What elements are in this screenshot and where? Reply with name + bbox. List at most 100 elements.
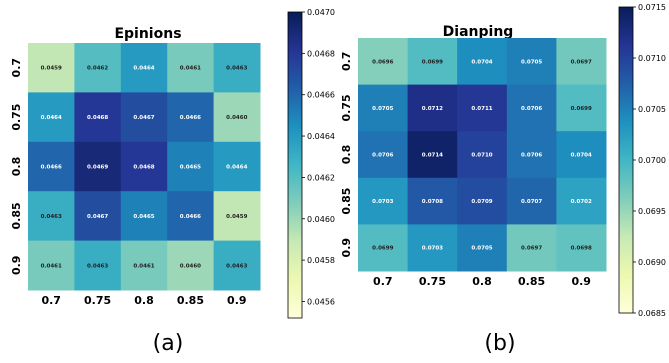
chart-title: Dianping — [443, 24, 514, 40]
heatmap-cell — [167, 141, 215, 192]
heatmap-cell — [213, 240, 261, 291]
colorbar-tick-label: 0.0466 — [307, 91, 335, 100]
x-tick-label: 0.7 — [373, 275, 393, 288]
heatmap-cell — [28, 141, 75, 192]
chart-title: Epinions — [114, 26, 181, 42]
colorbar-tick-label: 0.0710 — [638, 54, 666, 63]
colorbar: 0.0715 0.0710 0.0705 0.0700 0.0695 0.0690 0.06… — [618, 3, 666, 318]
heatmap-cells — [358, 38, 607, 272]
cell-value-label: 0.0468 — [87, 115, 108, 121]
x-tick-label: 0.8 — [134, 294, 154, 307]
heatmap-cell — [28, 240, 75, 291]
colorbar-tick-label: 0.0695 — [638, 207, 666, 216]
heatmap-cell — [556, 224, 607, 272]
cell-value-label: 0.0465 — [180, 165, 201, 171]
heatmap-cell — [120, 92, 168, 143]
cell-value-label: 0.0464 — [41, 115, 62, 121]
heatmap-cell — [213, 141, 261, 192]
heatmap-cell — [556, 131, 607, 179]
heatmap-cell — [28, 191, 75, 242]
x-tick-labels: 0.7 0.75 0.8 0.85 0.9 — [41, 294, 246, 307]
x-tick-label: 0.9 — [227, 294, 247, 307]
cell-value-label: 0.0460 — [226, 115, 247, 121]
heatmap-cell — [506, 177, 557, 225]
heatmap-cell — [457, 224, 508, 272]
cell-value-label: 0.0460 — [180, 263, 201, 269]
heatmap-cell — [120, 43, 168, 93]
heatmap-cell — [120, 240, 168, 291]
heatmap-cell — [120, 191, 168, 242]
colorbar-tick-label: 0.0690 — [638, 258, 666, 267]
heatmap-cell — [457, 131, 508, 179]
colorbar: 0.0470 0.0468 0.0466 0.0464 0.0462 0.0460 0.04… — [287, 8, 335, 319]
heatmap-cell — [407, 177, 458, 225]
cell-value-label: 0.0704 — [471, 59, 492, 65]
colorbar-tick-label: 0.0460 — [307, 215, 335, 224]
y-tick-label: 0.85 — [340, 188, 353, 215]
y-tick-label: 0.9 — [10, 256, 23, 276]
cell-value-label: 0.0697 — [521, 246, 542, 252]
heatmap-cell — [358, 224, 409, 272]
x-tick-label: 0.9 — [571, 275, 591, 288]
cell-value-label: 0.0702 — [571, 199, 592, 205]
cell-value-label: 0.0712 — [422, 106, 443, 112]
cell-value-label: 0.0464 — [226, 165, 247, 171]
colorbar-tick-label: 0.0468 — [307, 49, 335, 58]
heatmap-cell — [120, 141, 168, 192]
cell-value-label: 0.0699 — [422, 59, 443, 65]
cell-value-label: 0.0467 — [133, 115, 154, 121]
heatmap-cell — [167, 92, 215, 143]
y-tick-label: 0.75 — [10, 104, 23, 131]
cell-value-label: 0.0463 — [41, 214, 62, 220]
cell-value-label: 0.0703 — [422, 246, 443, 252]
cell-value-label: 0.0696 — [372, 59, 393, 65]
heatmap-cell — [28, 92, 75, 143]
heatmap-cell — [358, 84, 409, 132]
panel-label: (a) — [153, 331, 184, 356]
heatmap-cell — [167, 191, 215, 242]
cell-value-label: 0.0703 — [372, 199, 393, 205]
colorbar-gradient — [618, 6, 634, 314]
heatmap-cell — [407, 84, 458, 132]
heatmap-cell — [506, 224, 557, 272]
cell-value-label: 0.0463 — [226, 66, 247, 72]
cell-value-label: 0.0699 — [372, 246, 393, 252]
cell-value-label: 0.0710 — [471, 153, 492, 159]
panel-label: (b) — [484, 331, 515, 356]
cell-value-label: 0.0697 — [571, 59, 592, 65]
cell-value-label: 0.0466 — [180, 214, 201, 220]
cell-value-label: 0.0468 — [133, 165, 154, 171]
heatmap-cell — [74, 191, 122, 242]
cell-value-label: 0.0705 — [521, 59, 542, 65]
y-tick-label: 0.75 — [340, 94, 353, 121]
x-tick-label: 0.85 — [177, 294, 204, 307]
heatmap-cell — [74, 141, 122, 192]
heatmap-cell — [556, 84, 607, 132]
heatmap-cell — [407, 224, 458, 272]
cell-value-label: 0.0465 — [133, 214, 154, 220]
heatmap-cell — [556, 38, 607, 86]
cell-value-label: 0.0461 — [133, 263, 154, 269]
y-tick-labels: 0.7 0.75 0.8 0.85 0.9 — [340, 52, 353, 258]
cell-value-label: 0.0706 — [372, 153, 393, 159]
heatmap-cell — [358, 38, 409, 86]
heatmap-cell — [167, 43, 215, 93]
colorbar-tick-label: 0.0700 — [638, 156, 666, 165]
y-tick-label: 0.8 — [340, 145, 353, 165]
heatmap-cell — [74, 92, 122, 143]
x-tick-label: 0.85 — [518, 275, 545, 288]
heatmap-cell — [457, 38, 508, 86]
colorbar-tick-label: 0.0458 — [307, 256, 335, 265]
cell-value-label: 0.0461 — [180, 66, 201, 72]
cell-value-label: 0.0705 — [372, 106, 393, 112]
y-tick-label: 0.8 — [10, 157, 23, 177]
heatmap-cell — [213, 43, 261, 93]
x-tick-label: 0.75 — [84, 294, 111, 307]
cell-value-label: 0.0459 — [226, 214, 247, 220]
y-tick-label: 0.7 — [340, 52, 353, 72]
colorbar-tick-label: 0.0470 — [307, 8, 335, 17]
cell-value-label: 0.0469 — [87, 165, 108, 171]
cell-value-label: 0.0711 — [471, 106, 492, 112]
x-tick-labels: 0.7 0.75 0.8 0.85 0.9 — [373, 275, 591, 288]
x-tick-label: 0.8 — [472, 275, 492, 288]
